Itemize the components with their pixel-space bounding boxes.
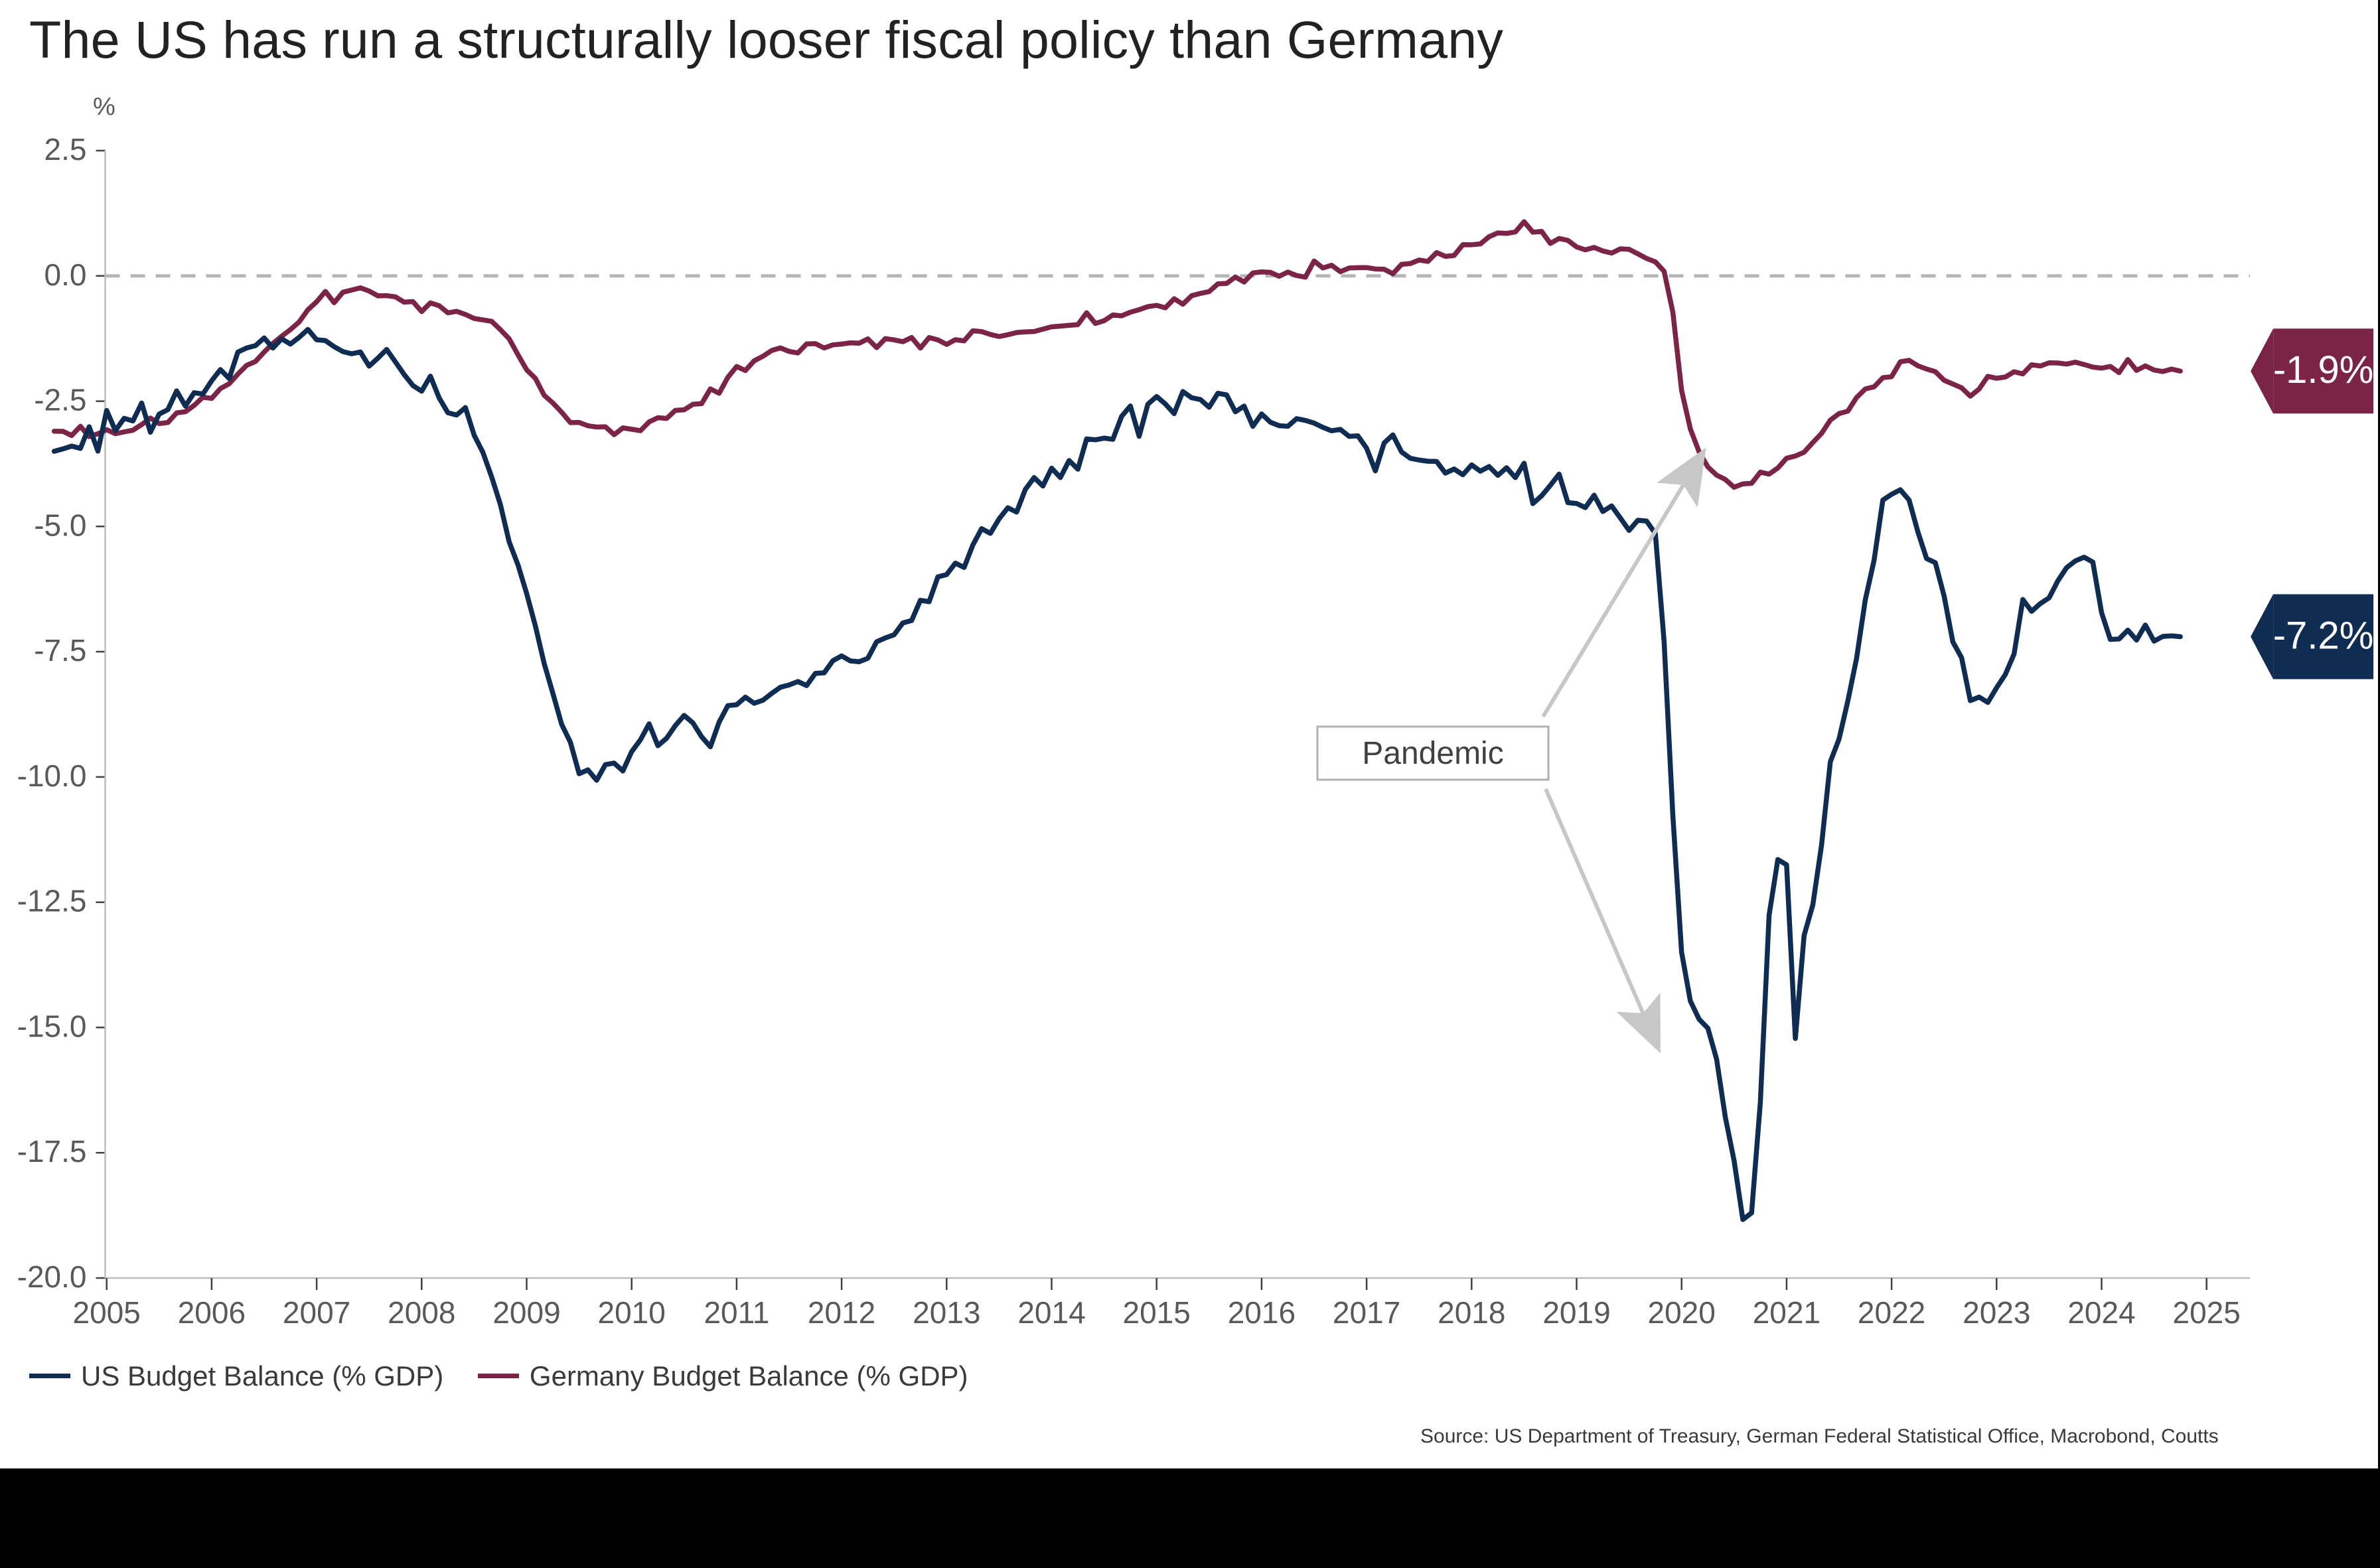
svg-text:2014: 2014 (1017, 1295, 1085, 1330)
svg-text:0.0: 0.0 (44, 257, 87, 292)
svg-text:2022: 2022 (1858, 1295, 1925, 1330)
svg-text:-7.2%: -7.2% (2273, 614, 2374, 658)
svg-text:2007: 2007 (283, 1295, 350, 1330)
svg-text:-12.5: -12.5 (17, 884, 87, 918)
svg-text:Pandemic: Pandemic (1362, 736, 1503, 771)
svg-text:2011: 2011 (704, 1295, 769, 1330)
svg-text:-17.5: -17.5 (17, 1134, 87, 1169)
svg-text:-10.0: -10.0 (17, 758, 87, 793)
svg-text:2015: 2015 (1123, 1295, 1191, 1330)
svg-text:2021: 2021 (1753, 1295, 1821, 1330)
svg-text:2010: 2010 (598, 1295, 666, 1330)
svg-text:2024: 2024 (2067, 1295, 2135, 1330)
svg-text:2009: 2009 (492, 1295, 560, 1330)
svg-text:2025: 2025 (2173, 1295, 2241, 1330)
svg-text:2008: 2008 (388, 1295, 455, 1330)
svg-text:-15.0: -15.0 (17, 1009, 87, 1043)
svg-text:-20.0: -20.0 (17, 1259, 87, 1294)
svg-text:-7.5: -7.5 (34, 633, 86, 668)
svg-text:2020: 2020 (1648, 1295, 1716, 1330)
svg-text:-2.5: -2.5 (34, 383, 86, 417)
svg-text:2019: 2019 (1542, 1295, 1610, 1330)
svg-text:2016: 2016 (1228, 1295, 1296, 1330)
svg-text:2006: 2006 (178, 1295, 246, 1330)
svg-text:-5.0: -5.0 (34, 508, 86, 542)
svg-text:2018: 2018 (1438, 1295, 1505, 1330)
svg-text:2023: 2023 (1963, 1295, 2030, 1330)
svg-text:2012: 2012 (808, 1295, 875, 1330)
svg-text:2005: 2005 (73, 1295, 141, 1330)
svg-text:2017: 2017 (1333, 1295, 1400, 1330)
svg-text:2013: 2013 (913, 1295, 980, 1330)
svg-text:-1.9%: -1.9% (2273, 348, 2374, 392)
svg-text:2.5: 2.5 (44, 132, 87, 167)
